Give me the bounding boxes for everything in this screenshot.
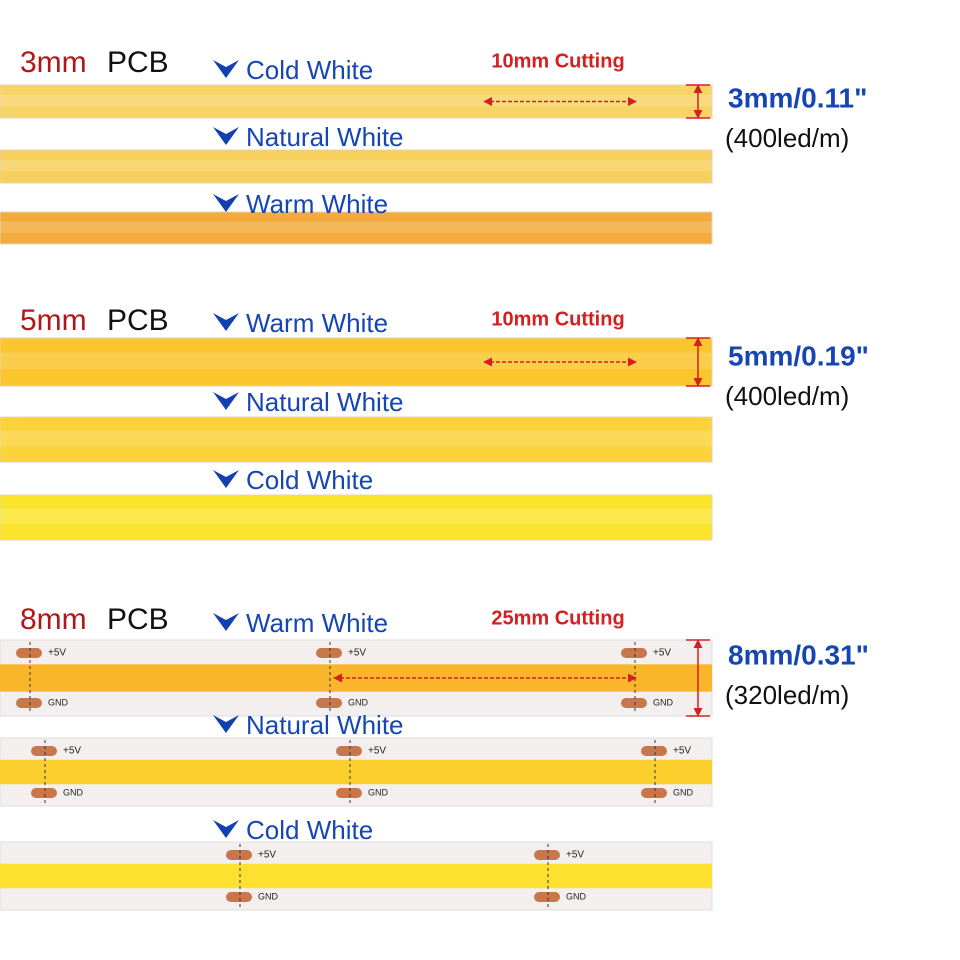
cutting-label: 10mm Cutting: [491, 308, 624, 330]
chevron: [213, 715, 239, 733]
pad-positive: +5V: [63, 746, 81, 757]
pad-positive: +5V: [566, 850, 584, 861]
strip-highlight: [0, 352, 712, 370]
led-strip: [0, 494, 713, 541]
strip-highlight: [0, 430, 712, 447]
pad: [621, 698, 647, 708]
density: (400led/m): [725, 123, 849, 153]
pcb-label: PCB: [107, 46, 169, 79]
pad: [336, 788, 362, 798]
led-band: [0, 759, 712, 785]
pad-ground: GND: [63, 787, 84, 797]
chevron: [213, 470, 239, 488]
led-strip: [0, 149, 713, 184]
strip-highlight: [0, 159, 712, 172]
strip-label: Cold White: [246, 465, 373, 495]
strip-label: Natural White: [246, 122, 404, 152]
pad-ground: GND: [566, 891, 587, 901]
pad: [316, 648, 342, 658]
pad-ground: GND: [653, 697, 674, 707]
strip-label: Cold White: [246, 815, 373, 845]
pcb-size: 8mm: [20, 603, 87, 636]
strip-label: Warm White: [246, 189, 388, 219]
pcb-size: 5mm: [20, 304, 87, 337]
dimension: 5mm/0.19": [728, 340, 869, 371]
pad: [226, 850, 252, 860]
chevron: [213, 613, 239, 631]
pad-positive: +5V: [673, 746, 691, 757]
strip-highlight: [0, 94, 712, 107]
pad-positive: +5V: [368, 746, 386, 757]
chevron: [213, 194, 239, 212]
cutting-label: 10mm Cutting: [491, 50, 624, 72]
pad: [641, 788, 667, 798]
pad-positive: +5V: [48, 648, 66, 659]
pad: [641, 746, 667, 756]
chevron: [213, 392, 239, 410]
pad-positive: +5V: [258, 850, 276, 861]
pad: [336, 746, 362, 756]
pad-ground: GND: [48, 697, 69, 707]
pad: [534, 892, 560, 902]
pad: [316, 698, 342, 708]
led-strip: [0, 211, 713, 245]
pcb-size: 3mm: [20, 46, 87, 79]
pad: [31, 746, 57, 756]
pad: [31, 788, 57, 798]
strip-label: Natural White: [246, 710, 404, 740]
strip-label: Warm White: [246, 308, 388, 338]
strip-highlight: [0, 508, 712, 525]
pad: [534, 850, 560, 860]
strip-label: Cold White: [246, 55, 373, 85]
strip-label: Warm White: [246, 608, 388, 638]
pad: [16, 698, 42, 708]
cutting-label: 25mm Cutting: [491, 607, 624, 629]
pad-ground: GND: [673, 787, 694, 797]
pad-ground: GND: [258, 891, 279, 901]
chevron: [213, 127, 239, 145]
chevron: [213, 60, 239, 78]
pad-positive: +5V: [653, 648, 671, 659]
chevron: [213, 313, 239, 331]
led-band: [0, 863, 712, 889]
dimension: 3mm/0.11": [728, 82, 867, 113]
pad-ground: GND: [368, 787, 389, 797]
pcb-label: PCB: [107, 304, 169, 337]
chevron: [213, 820, 239, 838]
dimension: 8mm/0.31": [728, 639, 869, 670]
pad-positive: +5V: [348, 648, 366, 659]
led-strip: [0, 416, 713, 463]
pad: [226, 892, 252, 902]
density: (320led/m): [725, 680, 849, 710]
pcb-label: PCB: [107, 603, 169, 636]
pad: [621, 648, 647, 658]
pad-ground: GND: [348, 697, 369, 707]
pad: [16, 648, 42, 658]
strip-highlight: [0, 221, 712, 233]
strip-label: Natural White: [246, 387, 404, 417]
density: (400led/m): [725, 381, 849, 411]
